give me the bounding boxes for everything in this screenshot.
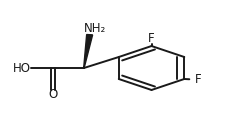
Text: F: F bbox=[194, 73, 201, 86]
Text: O: O bbox=[48, 88, 57, 101]
Text: NH₂: NH₂ bbox=[84, 21, 106, 35]
Polygon shape bbox=[83, 35, 92, 68]
Text: HO: HO bbox=[13, 61, 31, 75]
Text: F: F bbox=[148, 32, 154, 45]
